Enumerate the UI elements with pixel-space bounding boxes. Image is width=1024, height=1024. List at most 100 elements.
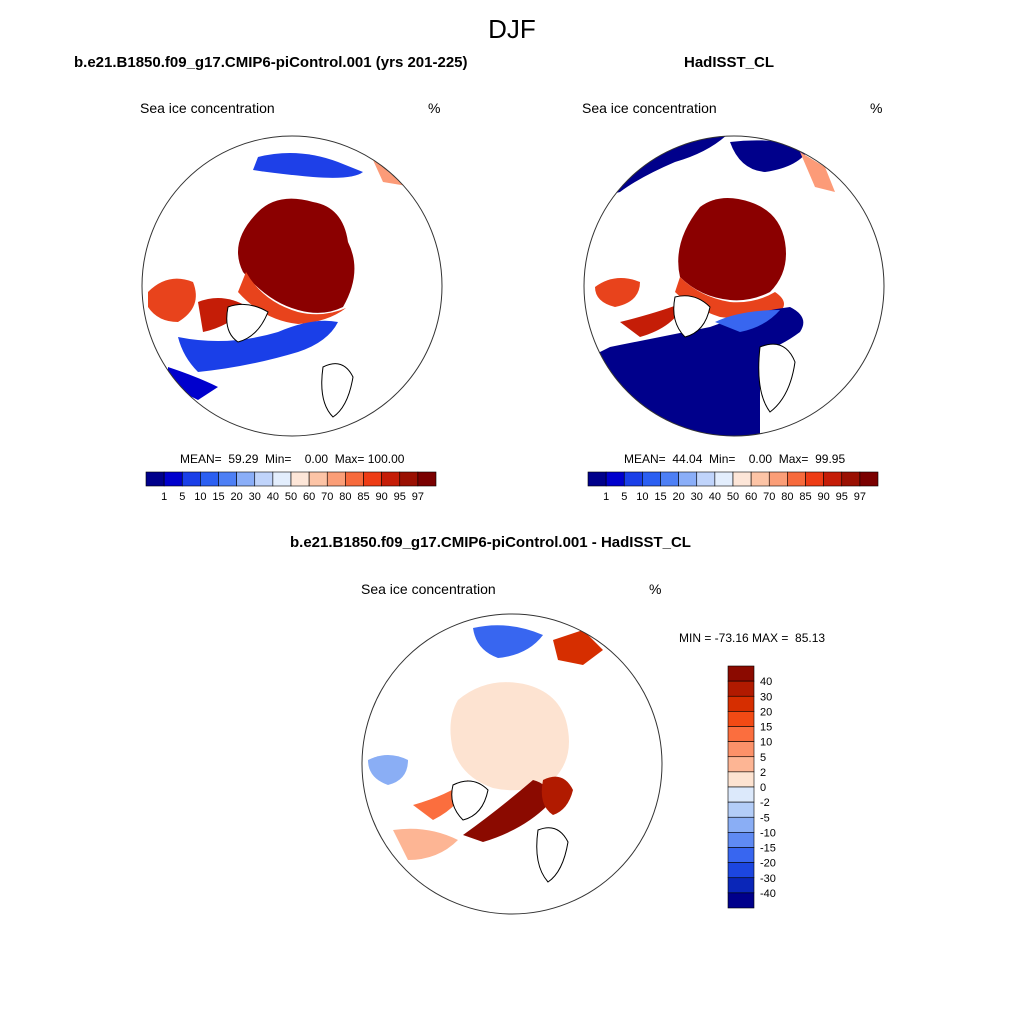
- panel1-colorbar-swatch: [181, 471, 201, 487]
- panel3-title: b.e21.B1850.f09_g17.CMIP6-piControl.001 …: [290, 534, 691, 551]
- panel1-ice-hudson: [148, 278, 196, 322]
- panel1-colorbar-swatch: [218, 471, 237, 487]
- panel2-colorbar-tick-label: 50: [727, 491, 739, 503]
- panel3-colorbar-tick-label: 40: [760, 676, 772, 688]
- panel1-colorbar-tick-label: 5: [179, 491, 185, 503]
- panel3-colorbar-swatch: [727, 847, 755, 863]
- panel2-colorbar-tick-label: 15: [654, 491, 666, 503]
- panel2-colorbar-swatch: [787, 471, 806, 487]
- panel2-colorbar-swatch: [696, 471, 716, 487]
- panel1-colorbar-tick-label: 15: [212, 491, 224, 503]
- panel3-colorbar-tick-label: 2: [760, 767, 766, 779]
- panel2-colorbar: 1 5 10 15 20 30 40 50 60 70 80 85 90 95 97: [587, 471, 879, 503]
- panel1-greenland: [226, 303, 269, 343]
- panel2-colorbar-tick-label: 30: [691, 491, 703, 503]
- panel2-units-label: %: [870, 100, 883, 116]
- panel3-colorbar-tick-label: -10: [760, 827, 776, 839]
- panel2-colorbar-tick-label: 10: [636, 491, 648, 503]
- panel1-colorbar-tick-label: 60: [303, 491, 315, 503]
- panel3-map-border: [361, 613, 663, 915]
- panel3-diff-barents: [541, 776, 573, 815]
- panel2-colorbar-tick-label: 95: [836, 491, 848, 503]
- panel1-colorbar-tick-label: 90: [376, 491, 388, 503]
- panel3-variable-label: Sea ice concentration: [361, 581, 496, 597]
- panel2-colorbar-swatch: [623, 471, 643, 487]
- panel1-ice-labrador: [178, 320, 338, 372]
- panel2-variable-label: Sea ice concentration: [582, 100, 717, 116]
- figure-title: DJF: [488, 14, 536, 44]
- panel2-colorbar-swatch: [660, 471, 679, 487]
- panel1-ice-bering: [253, 153, 363, 178]
- panel1-colorbar-swatch: [399, 471, 419, 487]
- panel3-colorbar-swatch: [727, 680, 755, 697]
- panel1-ice-atlantic-edge: [168, 367, 218, 400]
- panel2-colorbar-swatch: [768, 471, 788, 487]
- panel3-colorbar-swatch: [727, 832, 755, 848]
- panel3-diff-bering: [473, 625, 543, 658]
- panel2-colorbar-swatch: [642, 471, 661, 487]
- panel2-colorbar-swatch: [750, 471, 770, 487]
- panel3-colorbar-tick-label: -2: [760, 797, 770, 809]
- panel1-colorbar-swatch: [272, 471, 292, 487]
- panel1-colorbar-swatch: [363, 471, 382, 487]
- panel1-colorbar-tick-label: 97: [412, 491, 424, 503]
- panel1-colorbar-tick-label: 95: [394, 491, 406, 503]
- panel2-colorbar-swatch: [714, 471, 734, 487]
- panel3-colorbar-swatch: [727, 877, 755, 894]
- panel1-title: b.e21.B1850.f09_g17.CMIP6-piControl.001 …: [74, 54, 468, 71]
- panel1-colorbar-tick-label: 40: [267, 491, 279, 503]
- panel1-colorbar-tick-label: 30: [249, 491, 261, 503]
- panel1-colorbar-tick-label: 10: [194, 491, 206, 503]
- panel2-colorbar-tick-label: 80: [781, 491, 793, 503]
- panel3-scandinavia: [536, 827, 569, 883]
- panel3-colorbar-swatch: [727, 665, 755, 682]
- panel1-colorbar-swatch: [290, 471, 310, 487]
- panel2-colorbar-tick-label: 85: [799, 491, 811, 503]
- panel2-colorbar-swatch: [732, 471, 752, 487]
- panel3-colorbar-swatch: [727, 756, 755, 773]
- panel3-colorbar-swatch: [727, 695, 755, 712]
- panel2-colorbar-tick-label: 1: [603, 491, 609, 503]
- panel2-colorbar-tick-label: 5: [621, 491, 627, 503]
- panel3-diff-arctic: [450, 682, 569, 791]
- panel1-colorbar-tick-label: 1: [161, 491, 167, 503]
- panel2-ice-bering: [730, 140, 810, 172]
- panel2-stats: MEAN= 44.04 Min= 0.00 Max= 99.95: [624, 452, 846, 466]
- panel3-greenland: [451, 780, 489, 821]
- panel1-colorbar-swatch: [236, 471, 256, 487]
- panel3-colorbar-swatch: [727, 726, 755, 742]
- panel3-colorbar-tick-label: -40: [760, 888, 776, 900]
- panel2-ice-baffin: [620, 302, 685, 337]
- panel2-colorbar-swatch: [805, 471, 824, 487]
- panel2-colorbar-swatch: [605, 471, 625, 487]
- panel2-colorbar-tick-label: 60: [745, 491, 757, 503]
- panel3-colorbar-tick-label: 30: [760, 691, 772, 703]
- panel2-colorbar-tick-label: 90: [818, 491, 830, 503]
- panel3-colorbar-tick-label: -30: [760, 873, 776, 885]
- panel2-ice-greenland-sea: [715, 310, 780, 332]
- panel1-colorbar-tick-label: 20: [231, 491, 243, 503]
- panel2-greenland: [673, 295, 711, 338]
- panel3-diff-okhotsk: [553, 630, 603, 665]
- panel1-colorbar-swatch: [308, 471, 328, 487]
- panel3-colorbar-tick-label: 10: [760, 737, 772, 749]
- panel1-colorbar-swatch: [254, 471, 274, 487]
- panel1-colorbar: 1 5 10 15 20 30 40 50 60 70 80 85 90 95 97: [145, 471, 437, 503]
- panel2-colorbar-swatch: [678, 471, 698, 487]
- panel2-colorbar-swatch: [859, 471, 879, 487]
- panel3-colorbar-tick-label: -15: [760, 843, 776, 855]
- panel3-colorbar-swatch: [727, 741, 755, 758]
- panel3-diff-hudson: [368, 755, 408, 785]
- panel2-ice-arctic-core: [678, 198, 786, 301]
- panel2-map-border: [583, 135, 885, 437]
- panel2-colorbar-tick-label: 97: [854, 491, 866, 503]
- panel3-colorbar-tick-label: 5: [760, 752, 766, 764]
- panel1-colorbar-tick-label: 50: [285, 491, 297, 503]
- panel3-units-label: %: [649, 581, 662, 597]
- panel1-polar-map: [141, 135, 443, 437]
- panel1-colorbar-swatch: [345, 471, 364, 487]
- panel1-ice-arctic-core: [238, 198, 355, 313]
- panel3-diff-greenland-sea: [463, 780, 549, 842]
- panel3-colorbar-swatch: [727, 786, 755, 803]
